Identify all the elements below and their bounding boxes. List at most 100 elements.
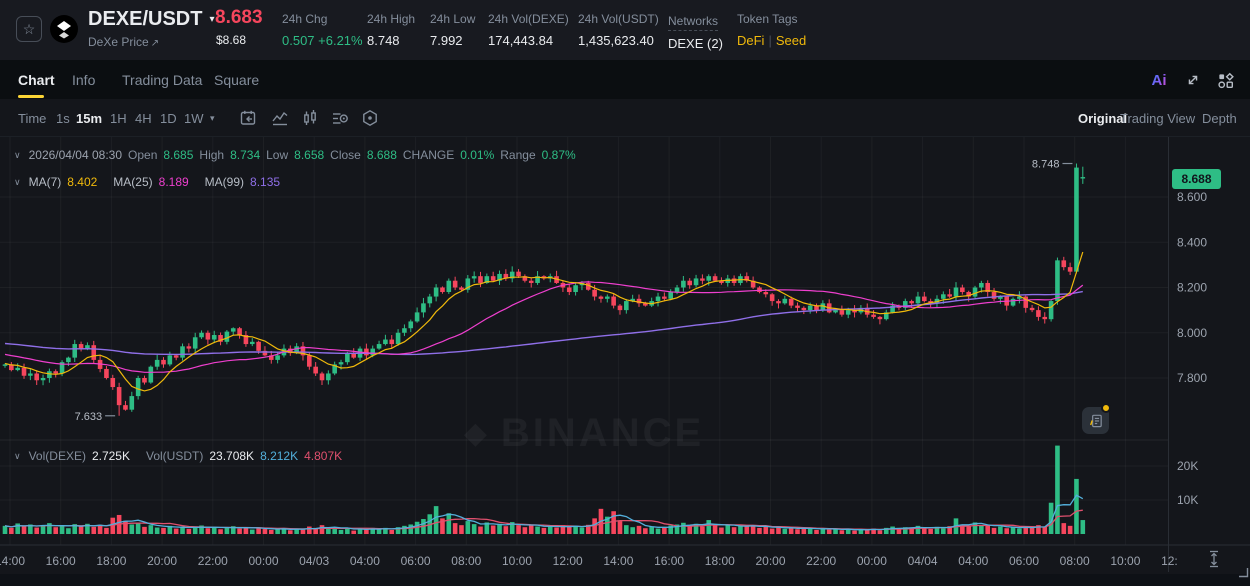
candle-datetime: 2026/04/04 08:30 <box>28 148 123 162</box>
open-value: 8.685 <box>163 148 194 162</box>
dexe-token-logo <box>50 15 78 43</box>
time-axis-label: 18:00 <box>96 554 126 568</box>
interval-4h[interactable]: 4H <box>135 110 152 126</box>
time-axis-label: 08:00 <box>451 554 481 568</box>
chart-style-icon[interactable] <box>271 109 289 127</box>
time-axis-label: 20:00 <box>147 554 177 568</box>
stat-24h-high: 24h High 8.748 <box>367 12 416 48</box>
interval-1d[interactable]: 1D <box>160 110 177 126</box>
low-marker: 7.633 <box>75 411 103 423</box>
notification-dot <box>1101 403 1111 413</box>
pair-name: DEXE/USDT <box>88 8 203 30</box>
interval-1s[interactable]: 1s <box>56 110 70 126</box>
pair-selector[interactable]: DEXE/USDT ▾ <box>88 8 215 31</box>
vol-ma-fast-value: 8.212K <box>260 449 299 463</box>
price-axis-label: 8.400 <box>1177 235 1207 249</box>
volume-axis-label: 10K <box>1177 493 1198 507</box>
price-axis-label: 8.200 <box>1177 281 1207 295</box>
high-value: 8.734 <box>230 148 261 162</box>
vol-quote-value: 23.708K <box>209 449 255 463</box>
time-axis-label: 16:00 <box>46 554 76 568</box>
time-axis-label: 20:00 <box>755 554 785 568</box>
time-axis-label: 00:00 <box>248 554 278 568</box>
volume-ma-fast-line <box>4 494 1084 531</box>
change-value: 0.01% <box>460 148 495 162</box>
price-axis-label: 8.600 <box>1177 190 1207 204</box>
ma7-value: 8.402 <box>67 175 98 189</box>
time-axis-label: 14:00 <box>603 554 633 568</box>
interval-1h[interactable]: 1H <box>110 110 127 126</box>
price-axis-label: 7.800 <box>1177 371 1207 385</box>
market-header: ☆ DEXE/USDT ▾ DeXe Price ↗ 8.683 $8.68 24… <box>0 0 1250 60</box>
candlestick-settings-icon[interactable] <box>301 109 319 127</box>
time-label: Time <box>18 110 47 126</box>
time-axis-label: 22:00 <box>806 554 836 568</box>
ma7-line <box>4 251 1084 392</box>
settings-icon[interactable] <box>361 109 379 127</box>
candles <box>2 163 1086 416</box>
time-axis-label: 14:00 <box>0 554 25 568</box>
time-axis-label: 22:00 <box>198 554 228 568</box>
chart-area: ◆ BINANCE 8.748 7.633 8.600 8.400 8.200 8.000… <box>0 137 1250 586</box>
time-axis-label: 00:00 <box>857 554 887 568</box>
fit-scale-button[interactable] <box>1178 546 1250 572</box>
vol-base-value: 2.725K <box>91 449 130 463</box>
ma25-value: 8.189 <box>158 175 189 189</box>
chart-toolbar: Time 1s 15m 1H 4H 1D 1W ▾ Original Tradi… <box>0 99 1250 137</box>
high-marker: 8.748 <box>1032 159 1060 171</box>
external-link-icon: ↗ <box>150 38 160 49</box>
chevron-down-icon: ▾ <box>209 14 215 25</box>
view-depth[interactable]: Depth <box>1202 110 1237 126</box>
time-axis-label: 10:00 <box>502 554 532 568</box>
indicator-settings-icon[interactable] <box>331 109 349 127</box>
tab-chart[interactable]: Chart <box>18 71 55 88</box>
star-icon: ☆ <box>22 20 36 37</box>
stat-networks[interactable]: Networks DEXE (2) <box>668 14 723 51</box>
view-original[interactable]: Original <box>1078 110 1128 126</box>
ai-assistant-icon[interactable]: Ai <box>1151 71 1167 89</box>
tag-defi[interactable]: DeFi <box>737 33 765 48</box>
page-tabs: Chart Info Trading Data Square Ai <box>0 60 1250 99</box>
time-axis-label: 04/03 <box>299 554 329 568</box>
range-value: 0.87% <box>541 148 576 162</box>
volume-legend: ∨ Vol(DEXE) 2.725K Vol(USDT) 23.708K 8.212… <box>14 449 343 463</box>
interval-1w[interactable]: 1W <box>184 110 204 126</box>
widgets-grid-icon[interactable] <box>1214 69 1236 91</box>
tab-info[interactable]: Info <box>72 71 96 88</box>
expand-icon[interactable] <box>1182 69 1204 91</box>
favorite-button[interactable]: ☆ <box>16 16 42 42</box>
close-value: 8.688 <box>366 148 397 162</box>
time-axis-label: 06:00 <box>401 554 431 568</box>
stat-24h-vol-quote: 24h Vol(USDT) 1,435,623.40 <box>578 12 659 48</box>
tag-seed[interactable]: Seed <box>775 33 807 48</box>
interval-dropdown-icon[interactable]: ▾ <box>210 112 215 123</box>
resize-handle[interactable] <box>1238 567 1249 578</box>
pair-subtitle-link[interactable]: DeXe Price ↗ <box>88 35 160 49</box>
price-axis-label: 8.000 <box>1177 326 1207 340</box>
time-axis-label: 04:00 <box>958 554 988 568</box>
collapse-icon[interactable]: ∨ <box>14 149 21 160</box>
time-axis-label: 08:00 <box>1060 554 1090 568</box>
calendar-jump-icon[interactable] <box>239 109 257 127</box>
collapse-icon[interactable]: ∨ <box>14 450 21 461</box>
tab-square[interactable]: Square <box>214 71 260 88</box>
view-trading-view[interactable]: Trading View <box>1120 110 1196 126</box>
collapse-icon[interactable]: ∨ <box>14 176 21 187</box>
axis-labels: 8.600 8.400 8.200 8.000 7.800 20K 10K 14:00 16:0… <box>0 137 1250 572</box>
stat-24h-change: 24h Chg 0.507 +6.21% <box>282 12 363 48</box>
tab-trading-data[interactable]: Trading Data <box>122 71 203 88</box>
stat-24h-vol-base: 24h Vol(DEXE) 174,443.84 <box>488 12 569 48</box>
time-axis-label: 16:00 <box>654 554 684 568</box>
low-value: 8.658 <box>294 148 325 162</box>
last-price: 8.683 <box>215 7 263 28</box>
time-axis-label: 18:00 <box>705 554 735 568</box>
ma99-value: 8.135 <box>250 175 281 189</box>
active-tab-indicator <box>18 95 44 98</box>
time-axis-label: 10:00 <box>1110 554 1140 568</box>
interval-15m[interactable]: 15m <box>76 110 103 126</box>
vol-ma-slow-value: 4.807K <box>304 449 343 463</box>
time-axis-label: 06:00 <box>1009 554 1039 568</box>
candlestick-chart[interactable]: 8.748 7.633 8.600 8.400 8.200 8.000 7.800 20K 10… <box>0 137 1250 586</box>
ma25-line <box>4 281 1084 373</box>
